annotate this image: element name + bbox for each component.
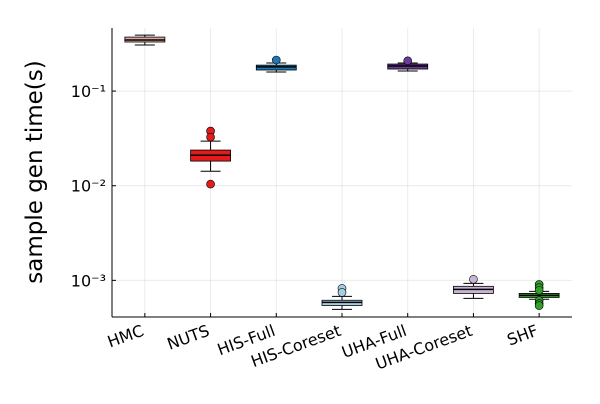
y-tick-label: 10⁻²: [71, 177, 106, 196]
outlier: [206, 132, 215, 142]
outlier: [403, 56, 413, 66]
outlier: [469, 274, 478, 284]
outlier: [337, 288, 347, 297]
outlier: [206, 179, 215, 189]
outlier: [534, 285, 544, 295]
y-tick-label: 10⁻¹: [71, 82, 106, 101]
y-axis-label: sample gen time(s): [22, 60, 48, 283]
x-tick-label: HMC: [105, 321, 146, 352]
x-tick-label: SHF: [505, 321, 541, 350]
y-tick-label: 10⁻³: [71, 271, 106, 290]
x-tick-label: NUTS: [164, 321, 211, 354]
outlier: [271, 55, 281, 65]
outlier: [534, 301, 544, 310]
